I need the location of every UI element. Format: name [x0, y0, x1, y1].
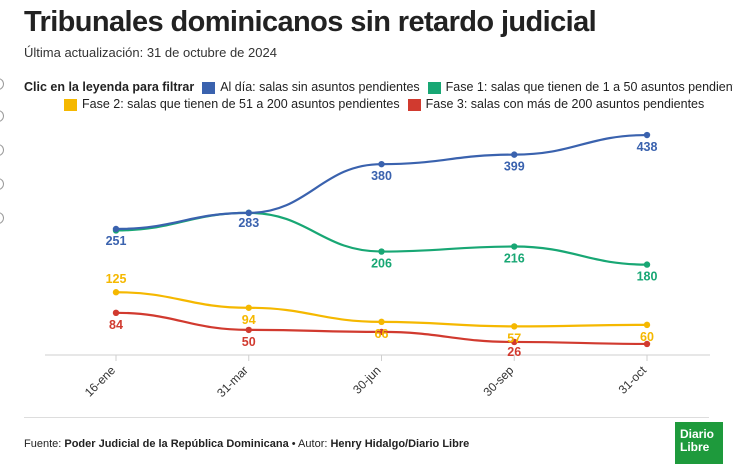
- x-tick-label: 30-jun: [350, 363, 383, 396]
- data-label: 251: [106, 234, 127, 248]
- data-point: [511, 243, 518, 250]
- legend-label: Fase 2: salas que tienen de 51 a 200 asu…: [82, 97, 400, 111]
- data-point: [643, 131, 651, 139]
- author-name: Henry Hidalgo/Diario Libre: [330, 438, 470, 450]
- legend-intro: Clic en la leyenda para filtrar: [24, 80, 195, 94]
- data-label: 50: [242, 335, 256, 349]
- data-point: [511, 338, 518, 346]
- data-point: [378, 318, 385, 326]
- legend-swatch: [427, 81, 441, 94]
- data-label: 60: [640, 330, 654, 344]
- data-label: 180: [637, 270, 658, 284]
- data-label: 206: [371, 257, 392, 271]
- chart-legend: Clic en la leyenda para filtrar Al día: …: [24, 79, 733, 113]
- data-label: 125: [106, 272, 127, 286]
- data-label: 216: [504, 252, 525, 266]
- legend-item-al-dia[interactable]: Al día: salas sin asuntos pendientes: [202, 79, 420, 96]
- chart-subtitle: Última actualización: 31 de octubre de 2…: [24, 45, 277, 60]
- data-point: [245, 326, 252, 334]
- data-point: [245, 304, 252, 311]
- author-prefix: • Autor:: [288, 438, 331, 450]
- data-label: 57: [507, 331, 521, 345]
- data-label: 283: [238, 216, 259, 230]
- data-label: 84: [109, 318, 123, 332]
- x-tick-label: 30-sep: [481, 363, 517, 399]
- data-point: [245, 209, 252, 217]
- data-point: [112, 225, 120, 233]
- source-prefix: Fuente:: [24, 438, 65, 450]
- data-label: 380: [371, 169, 392, 183]
- legend-label: Fase 1: salas que tienen de 1 a 50 asunt…: [445, 80, 733, 94]
- data-point: [112, 289, 120, 296]
- data-point: [112, 309, 120, 317]
- data-label: 94: [242, 313, 256, 327]
- data-point: [643, 340, 651, 348]
- data-label: 26: [507, 345, 521, 359]
- legend-item-fase-1[interactable]: Fase 1: salas que tienen de 1 a 50 asunt…: [427, 79, 733, 96]
- footer-divider: [24, 417, 709, 418]
- data-point: [643, 321, 651, 329]
- data-point: [511, 323, 518, 330]
- data-point: [511, 151, 518, 158]
- logo-line-2: Libre: [680, 440, 710, 454]
- legend-item-fase-2[interactable]: Fase 2: salas que tienen de 51 a 200 asu…: [64, 96, 400, 113]
- logo-line-1: Diario: [680, 427, 715, 441]
- data-point: [378, 160, 385, 168]
- data-label: 438: [637, 140, 658, 154]
- data-label: 399: [504, 160, 525, 174]
- legend-label: Al día: salas sin asuntos pendientes: [220, 80, 420, 94]
- x-tick-label: 31-mar: [214, 363, 251, 400]
- legend-swatch: [407, 98, 421, 111]
- legend-item-fase-3[interactable]: Fase 3: salas con más de 200 asuntos pen…: [407, 96, 705, 113]
- legend-label: Fase 3: salas con más de 200 asuntos pen…: [425, 97, 705, 111]
- data-point: [378, 328, 385, 336]
- legend-swatch: [64, 98, 77, 111]
- x-tick-label: 16-ene: [82, 363, 119, 400]
- diario-libre-logo: Diario Libre: [675, 422, 723, 464]
- data-label: 66: [375, 327, 389, 341]
- source-name: Poder Judicial de la República Dominican…: [64, 438, 289, 450]
- footer-credits: Fuente: Poder Judicial de la República D…: [24, 438, 469, 450]
- legend-swatch: [202, 81, 216, 94]
- x-tick-label: 31-oct: [616, 363, 650, 397]
- data-point: [378, 248, 385, 255]
- data-point: [643, 261, 651, 268]
- chart-title: Tribunales dominicanos sin retardo judic…: [24, 6, 597, 38]
